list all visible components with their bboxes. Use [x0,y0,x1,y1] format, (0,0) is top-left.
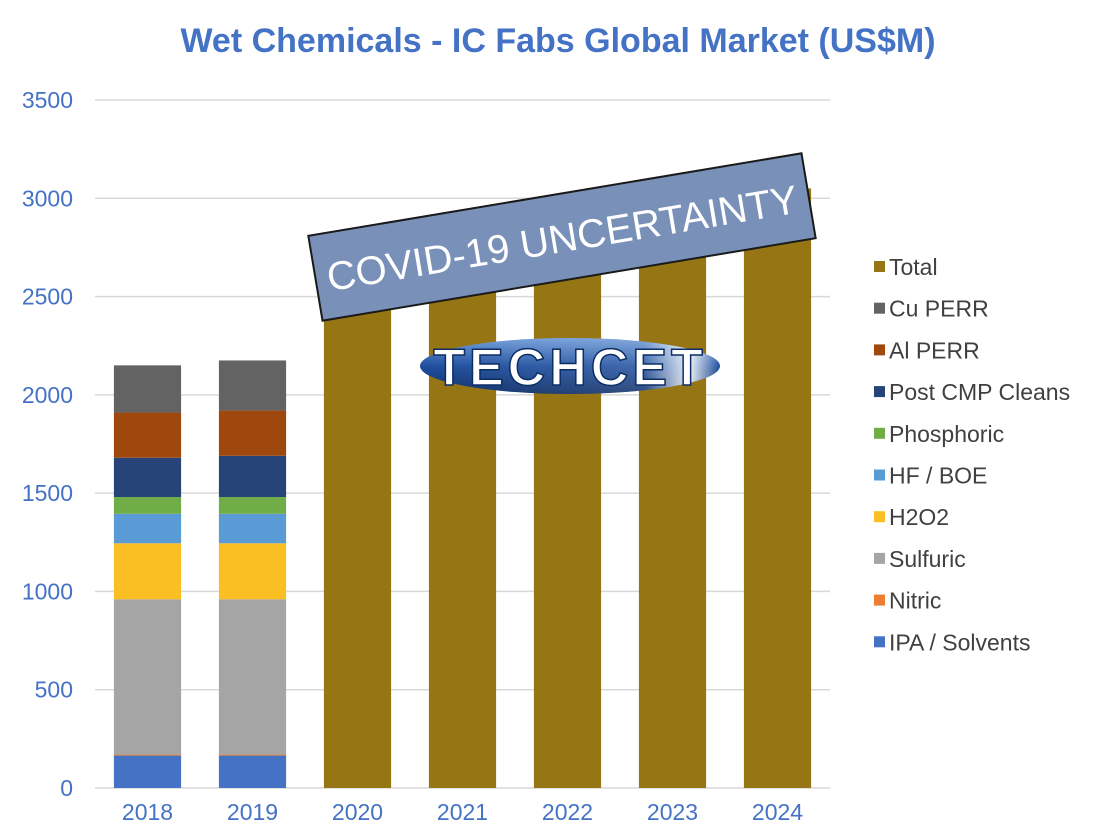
legend-swatch [874,386,885,398]
x-axis-ticks: 2018 2019 2020 2021 2022 2023 2024 [122,799,803,825]
bar-sulfuric-2019 [218,599,287,755]
legend-swatch [874,552,885,564]
bar-al-perr-2018 [113,412,182,458]
legend-item-label: HF / BOE [889,463,987,489]
legend-item-label: Total [889,254,938,280]
x-tick-label: 2024 [752,799,803,825]
x-tick-label: 2023 [647,799,698,825]
legend-swatch [874,594,885,606]
legend-item-label: Post CMP Cleans [889,379,1070,405]
legend-swatch [874,261,885,272]
legend: Total Cu PERR Al PERR Post CMP Cleans Phosph… [874,254,1070,655]
legend-swatch [874,344,885,356]
x-tick-label: 2020 [332,799,383,825]
bar-total-2024 [743,188,812,788]
bar-ipa-solvents-2019 [218,755,287,788]
bar-nitric-2019 [218,754,287,756]
bar-sulfuric-2018 [113,599,182,755]
techcet-logo-text: TECHCET [433,339,707,397]
x-tick-label: 2018 [122,799,173,825]
legend-item-label: Al PERR [889,337,980,363]
bar-al-perr-2019 [218,410,287,456]
bar-total-2020 [323,276,392,788]
bar-h2o2-2019 [218,543,287,600]
y-tick-label: 3000 [22,185,73,211]
legend-swatch [874,302,885,314]
legend-item-label: Cu PERR [889,296,989,322]
bar-nitric-2018 [113,754,182,756]
bar-ipa-solvents-2018 [113,755,182,788]
bar-h2o2-2018 [113,543,182,600]
bar-post-cmp-cleans-2018 [113,457,182,498]
bars [113,188,812,789]
legend-item-label: Sulfuric [889,546,966,572]
y-tick-label: 0 [60,775,73,801]
bar-phosphoric-2019 [218,497,287,514]
bar-phosphoric-2018 [113,497,182,514]
bar-post-cmp-cleans-2019 [218,455,287,498]
y-tick-label: 500 [35,677,73,703]
bar-cu-perr-2018 [113,365,182,413]
legend-swatch [874,636,885,648]
legend-item-label: IPA / Solvents [889,629,1030,655]
bar-hf-boe-2019 [218,513,287,544]
y-tick-label: 2500 [22,284,73,310]
chart-title: Wet Chemicals - IC Fabs Global Market (U… [180,22,935,60]
x-tick-label: 2019 [227,799,278,825]
bar-total-2022 [533,237,602,789]
bar-total-2021 [428,257,497,788]
legend-item-label: Phosphoric [889,421,1004,447]
bar-hf-boe-2018 [113,513,182,544]
y-tick-label: 2000 [22,382,73,408]
x-tick-label: 2021 [437,799,488,825]
bar-total-2023 [638,208,707,789]
x-tick-label: 2022 [542,799,593,825]
y-tick-label: 1500 [22,480,73,506]
legend-swatch [874,511,885,523]
y-tick-label: 3500 [22,87,73,113]
legend-item-label: H2O2 [889,504,949,530]
bar-cu-perr-2019 [218,360,287,411]
legend-swatch [874,469,885,481]
techcet-logo: TECHCET [420,338,720,398]
legend-item-label: Nitric [889,588,941,614]
y-axis-ticks: 0 500 1000 1500 2000 2500 3000 3500 [22,87,73,801]
y-tick-label: 1000 [22,578,73,604]
legend-swatch [874,427,885,439]
covid-banner-box [307,152,817,322]
